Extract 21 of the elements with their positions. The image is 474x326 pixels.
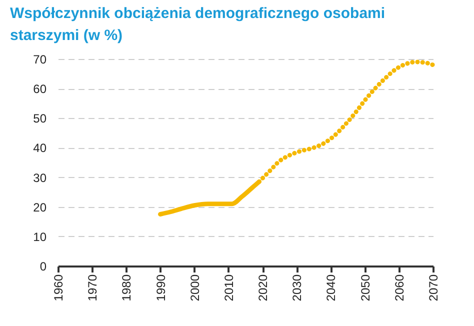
x-tick-label: 1960 xyxy=(52,274,66,302)
x-tick-label: 2020 xyxy=(256,274,270,302)
x-tick-label: 2070 xyxy=(426,274,440,302)
y-tick-label: 70 xyxy=(33,52,47,66)
x-tick-label: 2060 xyxy=(392,274,406,302)
x-tick-label: 2030 xyxy=(290,274,304,302)
y-tick-label: 10 xyxy=(33,230,47,244)
x-tick-label: 2010 xyxy=(222,274,236,302)
y-tick-label: 0 xyxy=(40,260,47,274)
y-tick-label: 40 xyxy=(33,141,47,156)
x-tick-label: 1970 xyxy=(86,274,100,302)
y-tick-label: 50 xyxy=(33,112,47,126)
x-tick-label: 1990 xyxy=(154,274,168,302)
x-tick-label: 2000 xyxy=(188,274,202,302)
y-tick-label: 20 xyxy=(33,200,47,214)
y-tick-label: 30 xyxy=(33,170,47,185)
x-tick-label: 2040 xyxy=(324,274,338,302)
chart-title: Współczynnik obciążenia demograficznego osobami starszymi (w %) xyxy=(10,5,386,44)
y-tick-label: 60 xyxy=(33,82,47,96)
x-tick-label: 2050 xyxy=(358,274,372,302)
x-tick-label: 1980 xyxy=(120,274,134,302)
